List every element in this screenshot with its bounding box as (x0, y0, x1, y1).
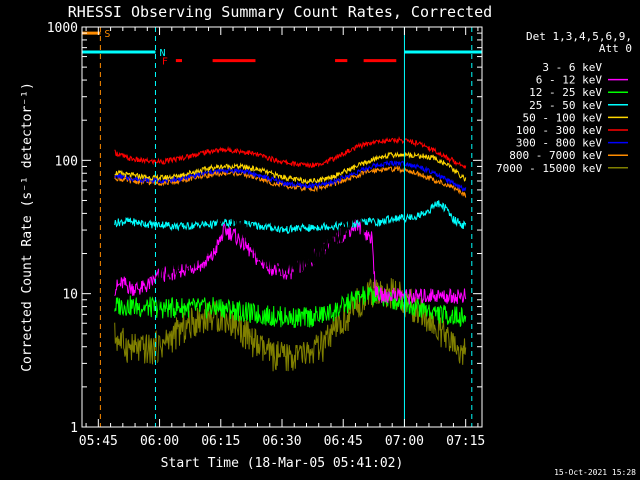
footer-date: 15-Oct-2021 15:28 (554, 468, 636, 477)
legend-header-line: Att 0 (599, 42, 632, 55)
x-tick-label: 06:15 (201, 434, 240, 449)
status-bar-label-n: N (159, 48, 165, 59)
x-tick-label: 06:45 (324, 434, 363, 449)
legend-label-3-6-kev: 3 - 6 keV (542, 61, 602, 74)
x-tick-label: 07:00 (385, 434, 424, 449)
y-tick-label: 10 (62, 288, 78, 303)
legend-label-100-300-kev: 100 - 300 keV (516, 124, 602, 137)
x-axis-label: Start Time (18-Mar-05 05:41:02) (161, 456, 404, 471)
x-tick-label: 07:15 (446, 434, 485, 449)
y-tick-label: 100 (55, 154, 78, 169)
chart-title: RHESSI Observing Summary Count Rates, Co… (68, 3, 492, 21)
series-line-50-100-kev (114, 151, 467, 184)
legend-label-7000-15000-kev: 7000 - 15000 keV (496, 162, 602, 175)
series-line-800-7000-kev (114, 165, 467, 198)
series-line-25-50-kev (114, 200, 467, 235)
legend-label-50-100-kev: 50 - 100 keV (523, 111, 603, 124)
y-axis-label: Corrected Count Rate (s⁻¹ detector⁻¹) (20, 82, 35, 372)
series-line-3-6-kev-overlay (114, 196, 467, 416)
x-tick-label: 05:45 (79, 434, 118, 449)
status-bar-label-f: F (162, 57, 168, 68)
legend-label-6-12-kev: 6 - 12 keV (536, 74, 603, 87)
legend-label-800-7000-kev: 800 - 7000 keV (509, 149, 602, 162)
x-tick-label: 06:00 (140, 434, 179, 449)
series-line-12-25-kev (114, 285, 467, 328)
series-line-100-300-kev (114, 135, 467, 169)
legend-label-12-25-kev: 12 - 25 keV (529, 86, 602, 99)
series-line-300-800-kev (114, 159, 467, 192)
status-bar-label-s: S (104, 29, 110, 40)
x-tick-label: 06:30 (262, 434, 301, 449)
legend-header-line: Det 1,3,4,5,6,9, (526, 30, 632, 43)
legend-label-25-50-kev: 25 - 50 keV (529, 99, 602, 112)
y-tick-label: 1 (70, 421, 78, 436)
y-tick-label: 1000 (47, 21, 78, 36)
legend-label-300-800-kev: 300 - 800 keV (516, 137, 602, 150)
